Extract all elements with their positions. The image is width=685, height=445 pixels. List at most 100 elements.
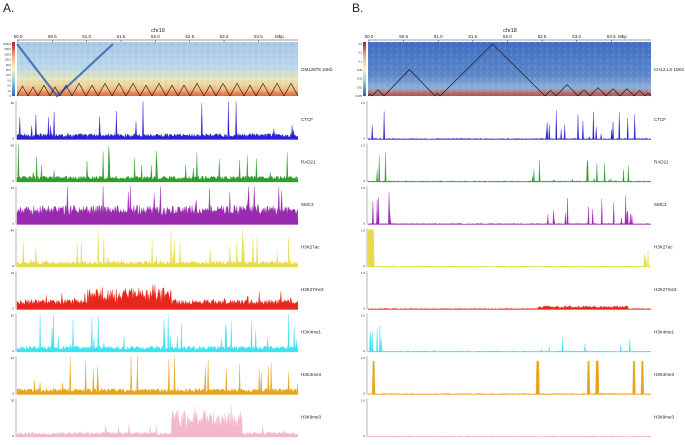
track-signal [16,356,299,395]
track-ymax-label: 90 [11,101,15,105]
track-h3k9me3: 1.0 0 H3K9me3 [361,398,675,438]
track-ymin-label: 0 [12,307,14,311]
colorbar-tick-label: 1.0 [7,89,11,93]
axis-tick-label: 52.5 [538,34,547,39]
track-ymax-label: 1.0 [361,101,366,105]
track-h3k4me3: 1.0 0 H3K4me3 [361,356,675,396]
tad-triangle [577,89,591,97]
tad-triangle [633,89,646,97]
panel-a-colorbar-gradient [12,42,15,96]
track-label: H3K9me3 [301,415,322,420]
tad-triangle [644,92,652,97]
track-label: H3K9me3 [654,415,675,420]
track-h3k4me1: 1.0 0 H3K4me1 [361,313,675,353]
tad-triangle [283,82,299,97]
panel-b-colorbar-gradient [363,42,366,96]
track-ymin-label: 0 [12,392,14,396]
colorbar-tick-label: 0.05 [357,68,363,72]
track-rad21: 60 0 RAD21 [11,143,316,183]
tad-triangle [555,84,579,97]
track-rad21: 1.0 0 RAD21 [361,143,669,183]
track-signal [367,152,652,183]
tad-triangle [243,84,257,97]
track-ymax-label: 10 [11,271,15,275]
track-ctcf: 90 0 CTCF [11,101,313,141]
axis-tick-label: 51.0 [82,34,91,39]
track-h3k4me1: 10 0 H3K4me1 [11,313,322,353]
colorbar-tick-label: 50.0 [6,63,12,67]
colorbar-tick-label: 20.0 [6,68,12,72]
track-label: CTCF [301,117,313,122]
panel-a-letter: A. [3,1,14,15]
colorbar-tick-label: 2.0 [7,84,11,88]
track-h3k27ac: 1.0 0 H3K27ac [361,228,673,268]
axis-tick-label: 51.5 [468,34,477,39]
track-smc3: 1.0 0 SMC3 [361,186,667,226]
tad-triangle [125,82,141,97]
axis-tick-label: 53.0 [572,34,581,39]
axis-tick-label: 51.0 [434,34,443,39]
tad-triangle [383,69,436,97]
panel-b-colorbar: 0.5 0.2 0.1 0.05 0.02 0.01 0.005 [356,42,366,98]
axis-tick-label: 51.5 [117,34,126,39]
track-signal [367,229,652,268]
panel-b-chrom-label: chr18 [503,28,517,34]
tad-triangle [177,84,191,97]
track-label: SMC3 [654,202,667,207]
track-h3k27ac: 40 0 H3K27ac [11,228,320,268]
track-label: H3K4me3 [301,372,322,377]
track-signal [367,325,652,353]
track-ymax-label: 1.0 [361,399,366,403]
tad-triangle [229,82,245,97]
track-signal [16,404,299,438]
track-ymin-label: 0 [12,222,14,226]
track-ymax-label: 1.0 [361,144,366,148]
axis-tick-label: 50.5 [399,34,408,39]
track-ymin-label: 0 [363,349,365,353]
tad-triangle [165,84,179,97]
tad-triangle [59,84,73,97]
tad-triangle [16,85,29,97]
tad-triangle [589,87,607,97]
track-ymax-label: 1.0 [361,314,366,318]
track-label: RAD21 [301,160,316,165]
panel-a-axis-unit: Mbp [275,34,284,39]
track-ymax-label: 1.0 [361,186,366,190]
tad-triangle [619,88,635,97]
track-signal [367,110,652,140]
tad-triangle [27,86,39,97]
tad-triangle [85,84,99,97]
tad-triangle [49,86,61,97]
colorbar-tick-label: 0 [10,94,12,98]
colorbar-tick-label: 0.5 [358,42,362,46]
track-label: RAD21 [654,160,669,165]
panel-a-chrom-label: chr19 [151,28,165,34]
track-ymax-label: 10 [11,399,15,403]
colorbar-tick-label: 0.02 [357,77,363,81]
track-label: SMC3 [301,202,314,207]
track-signal [16,229,299,268]
track-ymin-label: 0 [12,434,14,438]
track-label: H3K27me3 [654,287,677,292]
axis-tick-label: 50.0 [14,34,23,39]
track-ymax-label: 10 [11,314,15,318]
track-label: H3K27ac [301,245,320,250]
track-ymax-label: 20 [11,356,15,360]
track-h3k9me3: 10 0 H3K9me3 [11,398,322,438]
tad-triangle [544,89,557,97]
panel-b-tad-triangles [367,43,652,97]
colorbar-tick-label: 0.01 [357,85,363,89]
axis-tick-label: 50.0 [365,34,374,39]
track-ymin-label: 0 [12,137,14,141]
panel-b-hic-map [367,42,652,97]
axis-tick-label: 52.0 [151,34,160,39]
tad-triangle [439,43,546,97]
tad-triangle [255,82,271,97]
axis-tick-label: 53.5 [254,34,263,39]
track-ymin-label: 0 [363,137,365,141]
panel-a-tad-triangles [16,43,299,98]
panel-b-axis: 50.0 50.5 51.0 51.5 52.0 52.5 53.0 53.5 [365,34,651,42]
track-ymin-label: 0 [12,349,14,353]
